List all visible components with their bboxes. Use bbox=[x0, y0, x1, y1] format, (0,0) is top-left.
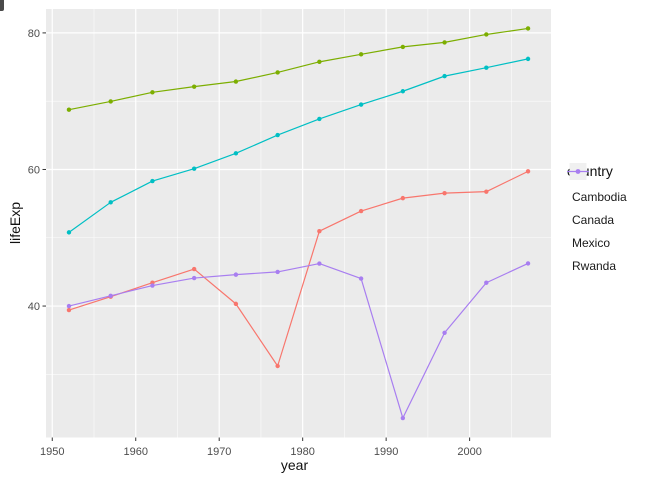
data-point-cambodia bbox=[66, 307, 72, 313]
data-point-canada bbox=[484, 32, 489, 37]
y-tick-label: 60 bbox=[28, 164, 40, 176]
legend-label-rwanda: Rwanda bbox=[572, 258, 617, 273]
x-tick-label: 1960 bbox=[123, 446, 147, 458]
data-point-mexico bbox=[525, 56, 531, 62]
data-point-mexico bbox=[358, 102, 364, 107]
data-point-mexico bbox=[400, 89, 406, 94]
y-axis-title: lifeExp bbox=[7, 201, 23, 245]
data-point-cambodia bbox=[484, 189, 489, 194]
x-tick-label: 1970 bbox=[207, 446, 231, 458]
data-point-rwanda bbox=[233, 272, 239, 277]
y-tick-label: 80 bbox=[28, 28, 40, 40]
data-point-cambodia bbox=[442, 190, 447, 196]
data-point-mexico bbox=[233, 151, 239, 156]
plot-panel bbox=[46, 9, 551, 438]
data-point-mexico bbox=[66, 230, 72, 235]
data-point-canada bbox=[275, 70, 280, 75]
data-point-cambodia bbox=[191, 266, 197, 272]
data-point-cambodia bbox=[233, 301, 239, 307]
x-tick-label: 1990 bbox=[374, 446, 398, 458]
x-tick-label: 1980 bbox=[290, 446, 314, 458]
data-point-cambodia bbox=[358, 208, 364, 214]
data-point-canada bbox=[150, 90, 155, 95]
data-point-canada bbox=[358, 52, 364, 57]
data-point-cambodia bbox=[317, 229, 322, 234]
data-point-rwanda bbox=[400, 415, 406, 421]
data-point-rwanda bbox=[317, 261, 322, 266]
data-point-rwanda bbox=[66, 303, 72, 309]
screenshot-corner-artifact bbox=[0, 0, 4, 11]
data-point-canada bbox=[66, 107, 72, 112]
data-point-mexico bbox=[442, 73, 447, 79]
legend-item-canada: Canada bbox=[567, 163, 627, 231]
data-point-canada bbox=[400, 44, 406, 50]
data-point-canada bbox=[191, 84, 197, 89]
data-point-rwanda bbox=[525, 261, 531, 266]
data-point-canada bbox=[108, 99, 113, 104]
legend-item-mexico: Mexico bbox=[567, 163, 627, 254]
data-point-canada bbox=[525, 26, 531, 31]
series-line-canada bbox=[68, 27, 529, 111]
data-point-canada bbox=[233, 79, 239, 84]
legend-label-canada: Canada bbox=[572, 212, 615, 227]
legend-label-mexico: Mexico bbox=[572, 235, 611, 250]
data-point-rwanda bbox=[442, 330, 447, 335]
data-point-mexico bbox=[150, 178, 155, 184]
legend-item-cambodia: Cambodia bbox=[567, 163, 627, 208]
data-point-canada bbox=[442, 40, 447, 45]
data-point-rwanda bbox=[191, 275, 197, 281]
data-point-rwanda bbox=[358, 276, 364, 281]
data-point-mexico bbox=[317, 116, 322, 122]
legend-label-cambodia: Cambodia bbox=[572, 189, 627, 204]
data-point-mexico bbox=[191, 166, 197, 171]
series-line-cambodia bbox=[68, 170, 529, 367]
data-point-cambodia bbox=[275, 363, 280, 369]
legend: country Cambodia Canada Mexico Rwanda bbox=[567, 163, 627, 277]
data-point-mexico bbox=[108, 200, 113, 205]
data-point-rwanda bbox=[108, 293, 113, 299]
legend-key-rwanda bbox=[567, 163, 589, 180]
data-point-cambodia bbox=[400, 195, 406, 201]
data-point-cambodia bbox=[525, 169, 531, 174]
x-axis-title: year bbox=[280, 457, 309, 473]
series-line-rwanda bbox=[68, 262, 529, 419]
series-line-mexico bbox=[68, 58, 529, 233]
data-point-rwanda bbox=[484, 280, 489, 285]
y-tick-label: 40 bbox=[28, 301, 40, 313]
legend-items: Cambodia Canada Mexico Rwanda bbox=[567, 163, 627, 277]
legend-item-rwanda: Rwanda bbox=[567, 163, 627, 277]
data-point-rwanda bbox=[275, 269, 280, 275]
x-tick-label: 2000 bbox=[457, 446, 481, 458]
x-tick-label: 1950 bbox=[40, 446, 64, 458]
data-point-canada bbox=[317, 59, 322, 65]
data-point-rwanda bbox=[150, 283, 155, 288]
data-point-mexico bbox=[484, 65, 489, 70]
data-point-mexico bbox=[275, 132, 280, 138]
